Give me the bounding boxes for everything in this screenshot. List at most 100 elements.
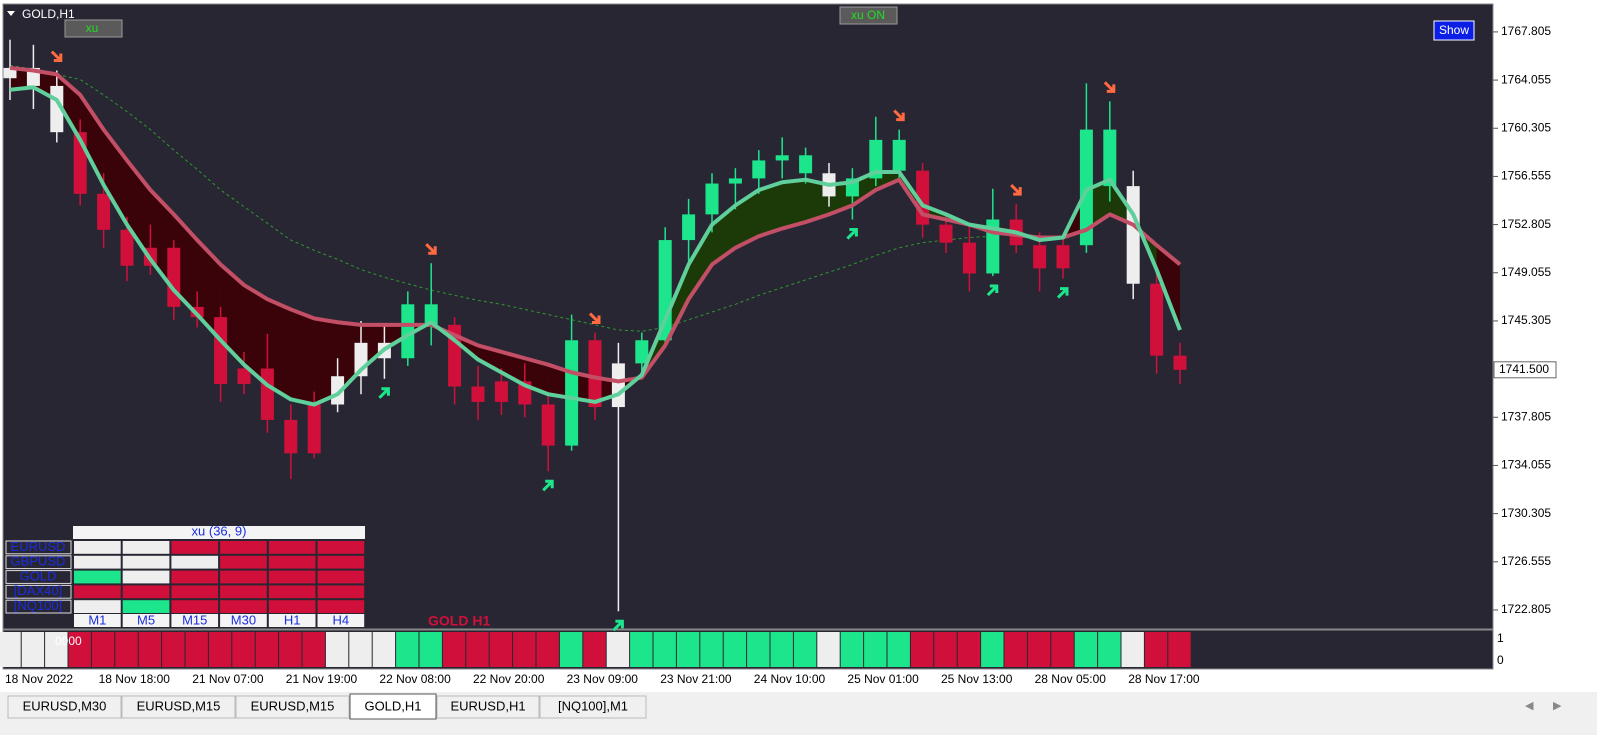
signal-bar <box>630 632 653 667</box>
candle-body <box>307 404 321 454</box>
candle-body <box>611 363 625 408</box>
y-tick-label: 1749.055 <box>1501 265 1551 279</box>
tab-label[interactable]: EURUSD,M30 <box>23 698 107 713</box>
trend-cell <box>171 541 219 554</box>
signal-bar <box>396 632 419 667</box>
candle-body <box>1103 129 1117 187</box>
x-tick-label: 28 Nov 05:00 <box>1035 672 1107 686</box>
band-fill <box>244 285 268 386</box>
tab[interactable] <box>121 695 236 719</box>
x-tick-label: 23 Nov 21:00 <box>660 672 732 686</box>
candle-body <box>728 178 742 184</box>
candle-body <box>260 368 274 420</box>
signal-bar <box>1144 632 1168 667</box>
row-label[interactable]: EURUSD <box>11 539 66 554</box>
tab[interactable] <box>235 695 350 719</box>
signal-bar <box>513 632 536 667</box>
tab[interactable] <box>349 693 437 720</box>
trend-cell <box>122 570 170 584</box>
candle-body <box>97 193 111 230</box>
signal-bar <box>162 632 185 667</box>
candle-body <box>962 242 976 274</box>
tab[interactable] <box>7 695 122 719</box>
trend-cell <box>74 555 121 569</box>
candle-body <box>3 67 17 79</box>
signal-bar <box>793 632 817 667</box>
signal-bar <box>957 632 981 667</box>
trend-cell <box>268 555 316 569</box>
band-fill <box>290 309 315 405</box>
band-fill <box>688 224 712 300</box>
indicator-label: 0000 <box>55 634 82 648</box>
column-label-box <box>74 614 121 627</box>
trend-cell <box>74 541 121 554</box>
arrow-down <box>1010 184 1022 196</box>
signal-bar <box>208 632 232 667</box>
signal-bar <box>302 632 325 667</box>
x-tick-label: 18 Nov 18:00 <box>99 672 171 686</box>
signal-bar <box>864 632 887 667</box>
candle-body <box>1126 186 1140 284</box>
row-label[interactable]: GBPUSD <box>11 554 66 569</box>
tab-label[interactable]: EURUSD,H1 <box>450 698 525 713</box>
show-button[interactable] <box>1433 20 1475 41</box>
signal-bar <box>840 632 864 667</box>
candle-body <box>939 224 953 243</box>
arrow-down <box>50 50 63 63</box>
scroll-left[interactable]: ◀ <box>1525 700 1534 712</box>
ma-line <box>9 65 1182 384</box>
tab-label[interactable]: [NQ100],M1 <box>558 698 628 713</box>
x-tick-label: 25 Nov 01:00 <box>847 672 919 686</box>
trend-cell <box>268 541 316 554</box>
tab[interactable] <box>539 695 647 719</box>
candle-body <box>869 139 883 179</box>
tab-label[interactable]: GOLD,H1 <box>364 698 421 713</box>
x-tick-label: 22 Nov 08:00 <box>379 672 451 686</box>
trend-cell <box>220 555 267 569</box>
signal-bar <box>0 632 21 667</box>
candle-body <box>541 404 555 446</box>
x-tick-label: 23 Nov 09:00 <box>567 672 639 686</box>
indicator-tick-label: 1 <box>1497 631 1504 645</box>
signal-bar <box>489 632 513 667</box>
band-fill <box>735 189 759 248</box>
xu-on-button-label[interactable]: xu ON <box>851 8 885 22</box>
trend-cell <box>171 600 219 613</box>
candle-body <box>471 386 485 402</box>
signal-bar <box>1027 632 1051 667</box>
show-button-label[interactable]: Show <box>1439 23 1469 37</box>
xu-on-button[interactable] <box>839 6 898 25</box>
row-label[interactable]: [NQ100] <box>14 598 62 613</box>
candle-body <box>1079 129 1093 246</box>
panel-title: xu (36, 9) <box>192 523 247 538</box>
signal-bar <box>45 632 68 667</box>
column-label: M5 <box>137 612 155 627</box>
trend-cell <box>268 570 316 584</box>
signal-bar <box>466 632 489 667</box>
arrow-up <box>846 228 858 240</box>
trend-cell <box>220 600 267 613</box>
xu-button[interactable] <box>64 19 123 38</box>
arrow-up <box>542 479 554 492</box>
candle-body <box>588 340 602 408</box>
scroll-right[interactable]: ▶ <box>1553 700 1562 712</box>
xu-button-label[interactable]: xu <box>86 21 99 35</box>
trend-cell <box>74 570 121 584</box>
signal-bar <box>536 632 559 667</box>
candle-body <box>799 155 813 174</box>
trend-cell <box>74 600 121 613</box>
trend-cell <box>317 570 365 584</box>
trend-cell <box>317 600 365 613</box>
arrow-down <box>425 243 437 255</box>
trend-cell <box>268 585 316 599</box>
row-label[interactable]: GOLD <box>20 568 57 583</box>
tab[interactable] <box>436 695 540 719</box>
signal-bar <box>700 632 723 667</box>
y-tick-label: 1730.305 <box>1501 506 1551 520</box>
tab-label[interactable]: EURUSD,M15 <box>137 698 221 713</box>
collapse-icon[interactable] <box>7 11 15 16</box>
tab-label[interactable]: EURUSD,M15 <box>251 698 335 713</box>
y-tick-label: 1726.555 <box>1501 554 1551 568</box>
row-label[interactable]: [DAX40] <box>14 583 62 598</box>
